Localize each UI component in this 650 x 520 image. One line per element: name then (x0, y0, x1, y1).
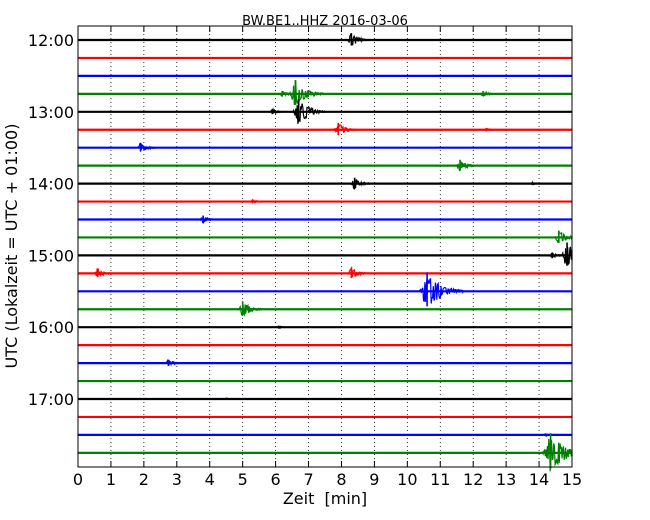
seismic-event (291, 103, 327, 124)
x-tick-label: 2 (139, 470, 149, 489)
seismic-event (349, 179, 373, 191)
grid (110, 26, 540, 467)
seismic-event (93, 267, 115, 277)
y-tick-label: 12:00 (28, 31, 74, 50)
x-axis-label: Zeit [min] (283, 489, 367, 508)
y-tick-label: 13:00 (28, 103, 74, 122)
seismic-event (417, 278, 464, 304)
x-tick-label: 8 (336, 470, 346, 489)
seismic-event (199, 217, 219, 224)
seismic-event (541, 438, 573, 472)
seismic-event (455, 161, 479, 172)
x-tick-label: 1 (106, 470, 116, 489)
x-tick-label: 5 (238, 470, 248, 489)
y-tick-label: 14:00 (28, 175, 74, 194)
x-tick-label: 11 (430, 470, 450, 489)
seismic-event (346, 266, 370, 278)
x-tick-label: 7 (303, 470, 313, 489)
x-tick-label: 9 (369, 470, 379, 489)
y-axis-label: UTC (Lokalzeit = UTC + 01:00) (2, 124, 21, 369)
seismic-event (237, 303, 264, 317)
trace-layer (78, 33, 573, 472)
y-axis: 12:00 13:00 14:00 15:00 16:00 17:00 (28, 31, 572, 409)
y-tick-label: 17:00 (28, 390, 74, 409)
x-tick-label: 10 (397, 470, 417, 489)
seismic-event (333, 124, 358, 134)
x-tick-label: 13 (496, 470, 516, 489)
y-tick-label: 16:00 (28, 318, 74, 337)
seismic-event (346, 33, 372, 46)
y-tick-label: 15:00 (28, 246, 74, 265)
x-tick-label: 12 (463, 470, 483, 489)
x-axis: 0 1 2 3 4 5 6 7 8 9 10 11 12 13 14 15 (73, 26, 582, 489)
seismic-event (164, 358, 183, 367)
x-tick-label: 14 (529, 470, 549, 489)
x-tick-label: 6 (271, 470, 281, 489)
seismic-event (288, 80, 325, 105)
x-tick-label: 0 (73, 470, 83, 489)
x-tick-label: 3 (172, 470, 182, 489)
x-tick-label: 4 (205, 470, 215, 489)
x-tick-label: 15 (562, 470, 582, 489)
plot-frame (77, 25, 573, 468)
chart-title: BW.BE1..HHZ 2016-03-06 (242, 14, 408, 29)
